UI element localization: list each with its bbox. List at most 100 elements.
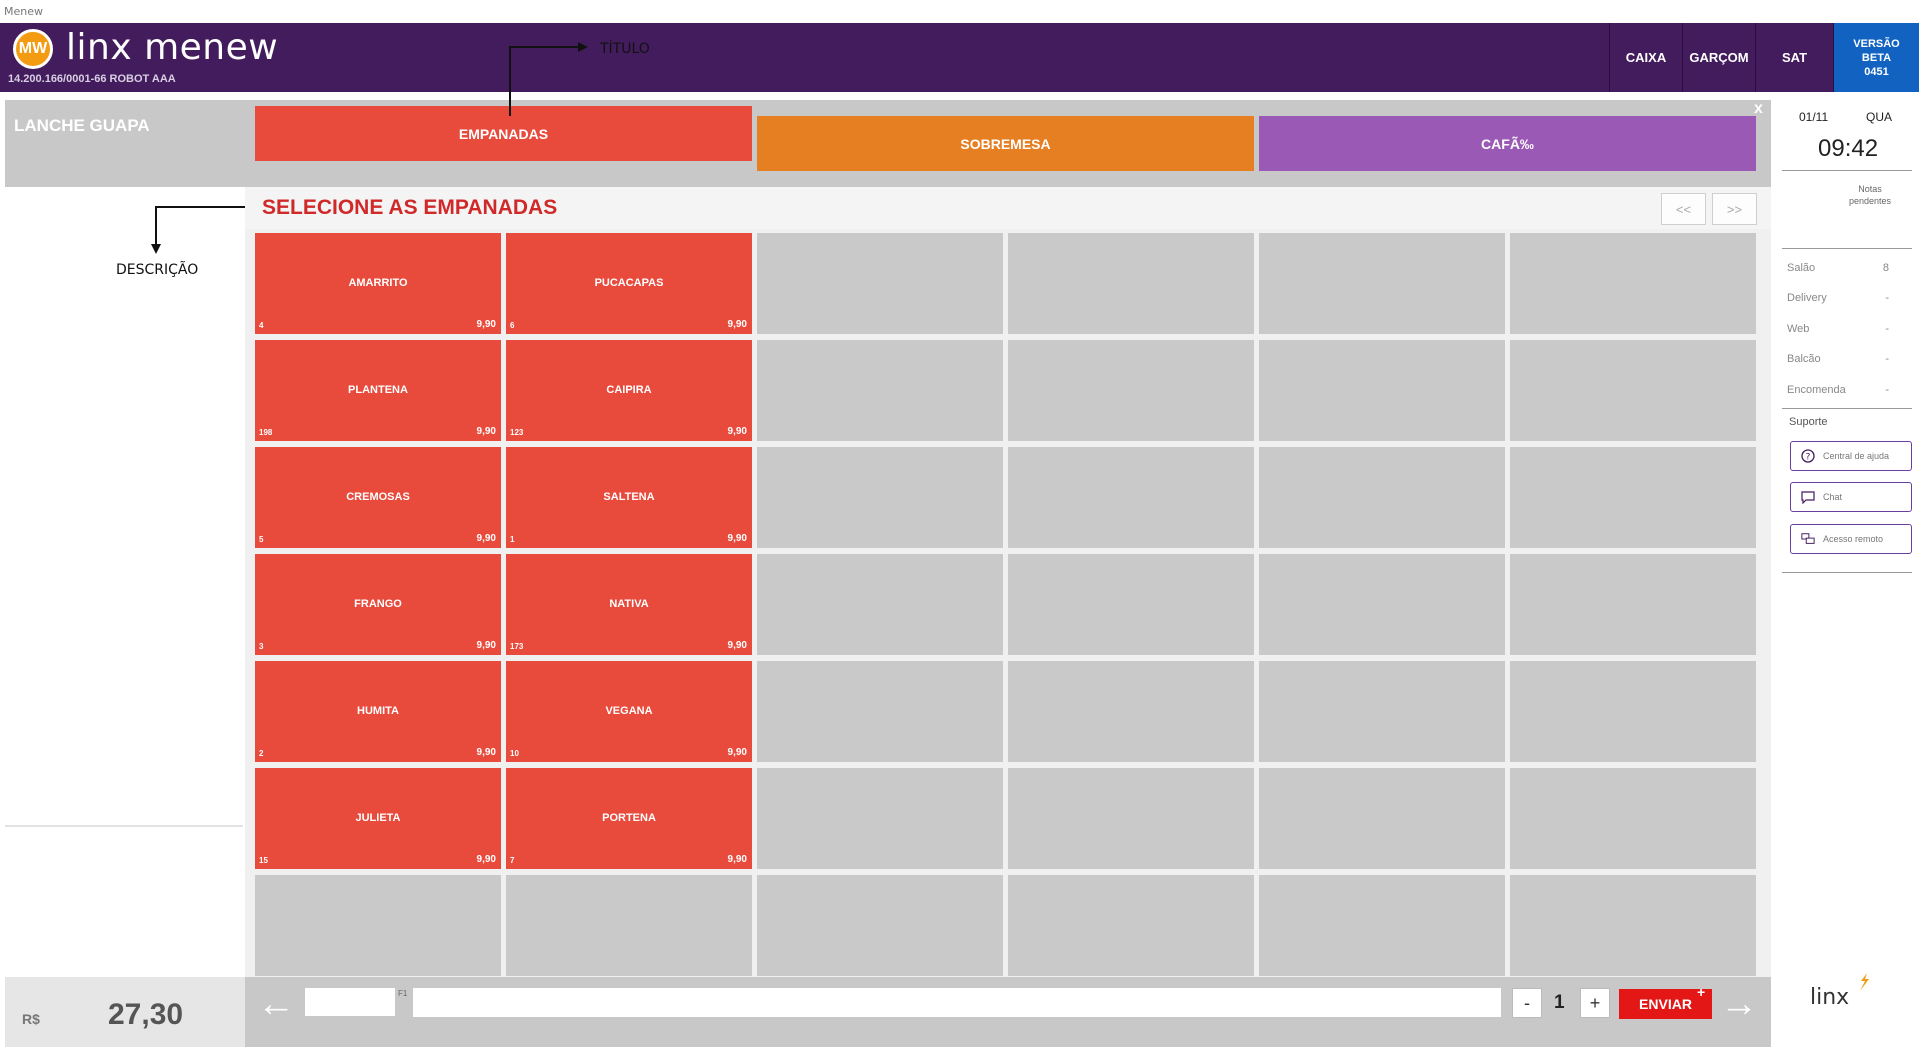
product-name: PUCACAPAS [594,277,664,289]
product-tile[interactable]: PORTENA 7 9,90 [506,768,752,869]
empty-product-slot [1510,768,1756,869]
empty-product-slot [757,875,1003,976]
channel-encomenda[interactable]: Encomenda - [1787,384,1889,396]
description-arrow-line-h [155,206,255,208]
product-code: 6 [510,321,515,330]
product-tile[interactable]: SALTENA 1 9,90 [506,447,752,548]
product-code: 2 [259,749,264,758]
description-annotation: DESCRIÇÃO [116,262,199,278]
order-description-panel [5,187,245,977]
remote-access-button[interactable]: Acesso remoto [1790,524,1912,554]
channel-balcao[interactable]: Balcão - [1787,353,1889,365]
quantity-value: 1 [1554,992,1565,1013]
product-price: 9,90 [476,854,496,865]
section-title: SELECIONE AS EMPANADAS [262,196,558,219]
category-empanadas[interactable]: EMPANADAS [255,106,752,161]
close-icon[interactable]: x [1754,100,1763,117]
product-price: 9,90 [476,319,496,330]
back-arrow-icon[interactable]: ← [257,983,295,1025]
version-number: 0451 [1864,65,1889,78]
product-code: 1 [510,535,515,544]
channel-count: 8 [1882,262,1889,274]
section-title-row [245,187,1771,229]
title-arrow-line-h [509,46,580,48]
channel-count: - [1885,292,1889,304]
empty-product-slot [1510,447,1756,548]
channel-web[interactable]: Web - [1787,323,1889,335]
channel-delivery[interactable]: Delivery - [1787,292,1889,304]
version-button[interactable]: VERSÃO BETA 0451 [1833,23,1919,92]
empty-product-slot [1510,340,1756,441]
product-tile[interactable]: PLANTENA 198 9,90 [255,340,501,441]
category-sobremesa[interactable]: SOBREMESA [757,116,1254,171]
next-page-button[interactable]: >> [1712,193,1757,225]
product-tile[interactable]: JULIETA 15 9,90 [255,768,501,869]
title-annotation: TÍTULO [600,41,650,57]
channel-name: Balcão [1787,353,1821,365]
product-code: 15 [259,856,268,865]
product-tile[interactable]: PUCACAPAS 6 9,90 [506,233,752,334]
pending-notes[interactable]: Notas pendentes [1848,184,1892,206]
product-tile[interactable]: AMARRITO 4 9,90 [255,233,501,334]
increase-quantity-button[interactable]: + [1580,988,1610,1018]
channel-name: Salão [1787,262,1816,274]
caixa-button[interactable]: CAIXA [1609,23,1682,92]
product-search-input[interactable] [413,988,1501,1017]
channel-count: - [1885,323,1889,335]
empty-product-slot [1008,233,1254,334]
support-button-label: Central de ajuda [1823,451,1890,461]
channel-salao[interactable]: Salão 8 [1787,262,1889,274]
category-cafe[interactable]: CAFÃ‰ [1259,116,1756,171]
decrease-quantity-button[interactable]: - [1512,988,1542,1018]
chat-button[interactable]: Chat [1790,482,1912,512]
chat-icon [1801,490,1815,504]
sidebar-divider [1782,572,1912,573]
empty-product-slot [1259,340,1505,441]
currency-label: R$ [22,1011,40,1027]
product-tile[interactable]: VEGANA 10 9,90 [506,661,752,762]
product-code: 5 [259,535,264,544]
empty-product-slot [1510,554,1756,655]
logo-icon: MW [13,29,53,69]
forward-arrow-icon[interactable]: → [1720,983,1758,1025]
product-name: AMARRITO [348,277,408,289]
date-label: 01/11 [1799,110,1829,124]
empty-product-slot [1510,661,1756,762]
window-title: Menew [4,5,43,18]
product-name: JULIETA [355,812,401,824]
store-name: LANCHE GUAPA [14,116,150,135]
left-divider [5,825,243,827]
product-tile[interactable]: NATIVA 173 9,90 [506,554,752,655]
product-name: NATIVA [609,598,649,610]
garcom-button[interactable]: GARÇOM [1682,23,1755,92]
product-name: FRANGO [354,598,402,610]
channel-count: - [1885,353,1889,365]
shortcut-hint: F1 [398,989,408,998]
empty-product-slot [1510,875,1756,976]
product-name: CAIPIRA [606,384,652,396]
prev-page-button[interactable]: << [1661,193,1706,225]
company-info: 14.200.166/0001-66 ROBOT AAA [8,73,176,85]
empty-product-slot [1259,233,1505,334]
product-tile[interactable]: FRANGO 3 9,90 [255,554,501,655]
channel-count: - [1885,384,1889,396]
support-button-label: Chat [1823,492,1843,502]
product-grid: AMARRITO 4 9,90 PUCACAPAS 6 9,90 PLANTENA 198 9,… [245,229,1771,977]
product-tile[interactable]: CAIPIRA 123 9,90 [506,340,752,441]
sat-button[interactable]: SAT [1755,23,1833,92]
product-tile[interactable]: CREMOSAS 5 9,90 [255,447,501,548]
total-panel [5,977,245,1047]
linx-logo-mark-icon [1860,973,1869,991]
product-tile[interactable]: HUMITA 2 9,90 [255,661,501,762]
product-name: PLANTENA [348,384,408,396]
product-name: VEGANA [605,705,653,717]
product-price: 9,90 [727,426,747,437]
empty-product-slot [1008,447,1254,548]
clock: 09:42 [1818,135,1879,162]
product-code: 3 [259,642,264,651]
product-code-input[interactable] [305,988,395,1016]
product-price: 9,90 [476,747,496,758]
help-icon: ? [1801,449,1815,463]
send-button[interactable]: ENVIAR [1619,989,1712,1019]
help-center-button[interactable]: ? Central de ajuda [1790,441,1912,471]
